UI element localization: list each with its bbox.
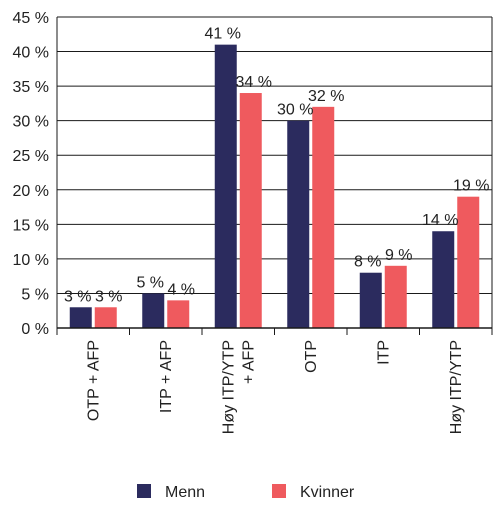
- y-tick-label: 20 %: [13, 183, 49, 200]
- category-label: + AFP: [240, 340, 257, 384]
- bar-menn-5: [432, 231, 455, 328]
- bar-kvinner-2: [239, 93, 262, 329]
- data-label: 9 %: [385, 247, 413, 264]
- category-label: ITP + AFP: [158, 340, 175, 413]
- y-tick-label: 35 %: [13, 79, 49, 96]
- data-label: 3 %: [64, 288, 92, 305]
- legend-swatch-menn: [137, 484, 151, 498]
- bars: [69, 44, 480, 329]
- y-tick-label: 45 %: [13, 10, 49, 27]
- legend-swatch-kvinner: [272, 484, 286, 498]
- bar-menn-3: [287, 120, 310, 329]
- y-tick-label: 0 %: [21, 321, 49, 338]
- bar-kvinner-0: [94, 307, 117, 328]
- data-label: 8 %: [354, 254, 382, 271]
- y-tick-label: 15 %: [13, 217, 49, 234]
- data-label: 30 %: [277, 102, 313, 119]
- bar-menn-2: [214, 44, 237, 329]
- data-labels: 3 % 3 % 5 % 4 % 41 % 34 % 30 %32 % 8 % 9 % 14 % 19…: [64, 26, 490, 306]
- bar-kvinner-3: [312, 106, 335, 328]
- bar-menn-0: [69, 307, 92, 328]
- y-tick-label: 25 %: [13, 148, 49, 165]
- y-tick-label: 40 %: [13, 45, 49, 62]
- category-label: Høy ITP/YTP: [448, 340, 465, 434]
- y-tick-label: 30 %: [13, 114, 49, 131]
- data-label: 4 %: [167, 281, 195, 298]
- y-tick-label: 10 %: [13, 252, 49, 269]
- data-label: 19 %: [453, 178, 489, 195]
- legend-label-menn: Menn: [165, 484, 205, 501]
- bar-kvinner-4: [384, 265, 407, 328]
- category-label: OTP + AFP: [85, 340, 102, 421]
- grid-lines: [56, 16, 493, 328]
- category-label: Høy ITP/YTP: [220, 340, 237, 434]
- legend: Menn Kvinner: [137, 484, 355, 501]
- bar-kvinner-1: [167, 300, 190, 328]
- data-label: 14 %: [422, 212, 458, 229]
- data-label: 3 %: [95, 288, 123, 305]
- y-axis-tick-labels: 0 % 5 % 10 % 15 % 20 % 25 % 30 % 35 % 40 % 45 %: [13, 10, 49, 338]
- data-label: 5 %: [136, 274, 164, 291]
- category-label: ITP: [375, 340, 392, 365]
- bar-kvinner-5: [457, 196, 480, 328]
- y-tick-label: 5 %: [21, 286, 49, 303]
- category-label: OTP: [303, 340, 320, 373]
- data-label: 41 %: [205, 26, 241, 43]
- bar-menn-1: [142, 293, 165, 328]
- data-label: 32 %: [308, 88, 344, 105]
- x-axis: [56, 327, 493, 335]
- legend-label-kvinner: Kvinner: [300, 484, 355, 501]
- bar-menn-4: [359, 272, 382, 328]
- category-labels: OTP + AFP ITP + AFP Høy ITP/YTP + AFP OTP ITP…: [85, 340, 465, 434]
- data-label: 34 %: [236, 74, 272, 91]
